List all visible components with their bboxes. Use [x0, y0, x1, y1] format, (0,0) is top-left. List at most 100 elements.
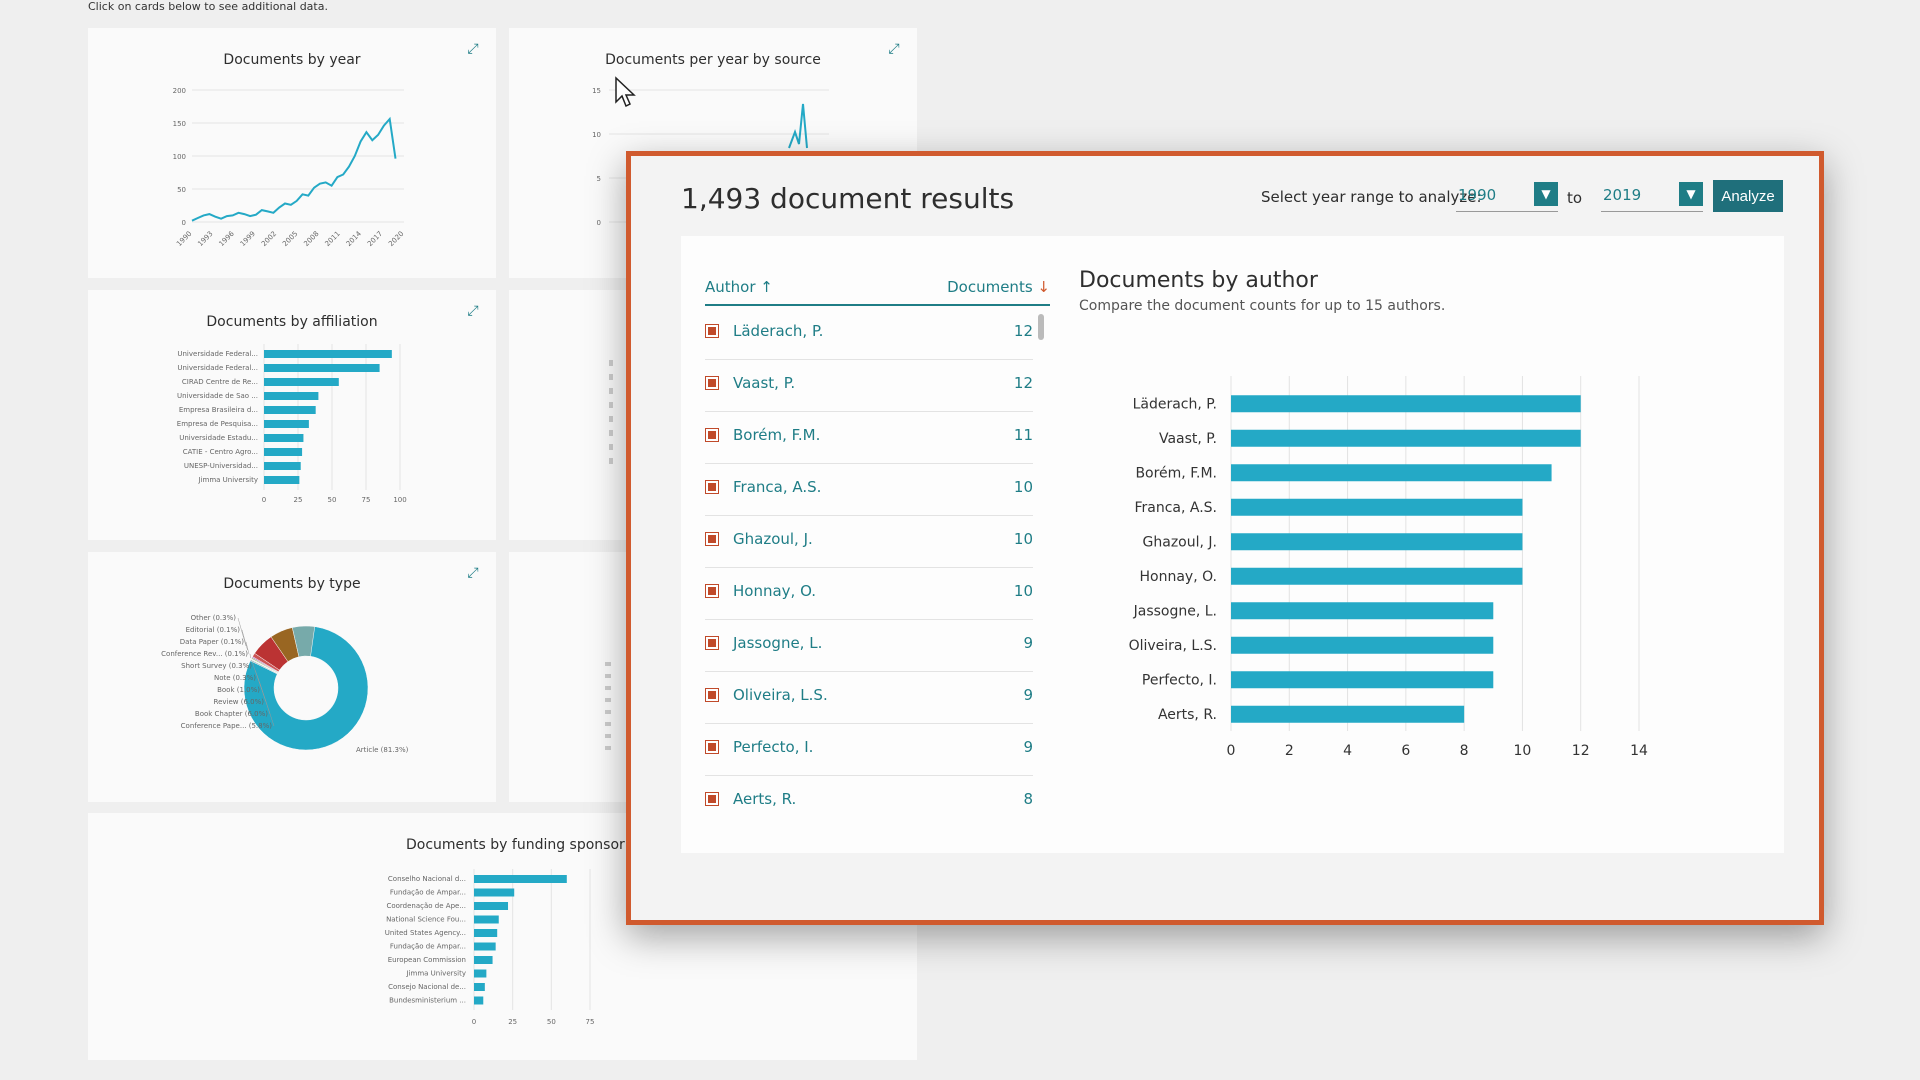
author-checkbox[interactable] — [705, 376, 719, 390]
author-list[interactable]: Läderach, P. 12 Vaast, P. 12 Borém, F.M.… — [705, 308, 1050, 808]
y-tick-label: UNESP-Universidad... — [184, 462, 258, 470]
author-count: 10 — [1013, 582, 1033, 600]
instruction-text: Click on cards below to see additional d… — [88, 0, 328, 13]
author-checkbox[interactable] — [705, 792, 719, 806]
partial-chart — [605, 662, 611, 750]
list-item[interactable]: Läderach, P. 12 — [705, 308, 1033, 360]
author-name-link[interactable]: Vaast, P. — [733, 374, 796, 392]
author-count: 10 — [1013, 478, 1033, 496]
list-item[interactable]: Ghazoul, J. 10 — [705, 516, 1033, 568]
list-item[interactable]: Aerts, R. 8 — [705, 776, 1033, 808]
author-count: 9 — [1023, 738, 1033, 756]
card-documents-by-year[interactable]: Documents by year ⤢ 200 150 100 50 0 1990 1993… — [88, 28, 496, 278]
x-tick-label: 75 — [586, 1018, 595, 1026]
expand-icon[interactable]: ⤢ — [467, 565, 479, 581]
bar — [1231, 429, 1581, 447]
y-tick-label: 10 — [592, 131, 601, 139]
author-name-link[interactable]: Oliveira, L.S. — [733, 686, 828, 704]
bar — [1231, 567, 1523, 585]
chart-subtitle: Compare the document counts for up to 15… — [1079, 298, 1446, 314]
type-donut-chart: Other (0.3%) Editorial (0.1%) Data Paper (… — [161, 614, 408, 754]
slice-label: Short Survey (0.3%) — [181, 662, 252, 670]
mouse-cursor-icon — [615, 76, 636, 108]
sponsor-bar-chart: 0 25 50 75 Conselho Nacional d... Fundação de… — [385, 869, 595, 1026]
card-documents-by-affiliation[interactable]: Documents by affiliation ⤢ 0 25 50 75 100 Uni… — [88, 290, 496, 540]
x-tick-label: 75 — [362, 496, 371, 504]
author-name-link[interactable]: Honnay, O. — [733, 582, 817, 600]
list-item[interactable]: Franca, A.S. 10 — [705, 464, 1033, 516]
x-tick-label: 10 — [1514, 743, 1532, 759]
author-checkbox[interactable] — [705, 532, 719, 546]
bar — [264, 378, 339, 386]
author-checkbox[interactable] — [705, 480, 719, 494]
to-year-select[interactable]: 2019 ▼ — [1601, 180, 1703, 212]
author-column-label: Author — [705, 278, 756, 296]
author-checkbox[interactable] — [705, 584, 719, 598]
scroll-thumb[interactable] — [1038, 314, 1044, 340]
from-year-select[interactable]: 1990 ▼ — [1456, 180, 1558, 212]
list-item[interactable]: Jassogne, L. 9 — [705, 620, 1033, 672]
year-line-chart: 200 150 100 50 0 1990 1993 1996 1999 2002 2005 2008… — [173, 87, 406, 248]
author-name-link[interactable]: Jassogne, L. — [733, 634, 823, 652]
to-year-value: 2019 — [1603, 186, 1642, 204]
expand-icon[interactable]: ⤢ — [888, 41, 900, 57]
author-checkbox[interactable] — [705, 324, 719, 338]
card-title: Documents per year by source — [605, 52, 821, 68]
sort-by-author[interactable]: Author ↑ — [705, 278, 773, 296]
slice-label: Book (1.0%) — [217, 686, 260, 694]
author-name-link[interactable]: Aerts, R. — [733, 790, 797, 808]
x-tick-label: 25 — [508, 1018, 517, 1026]
results-title: 1,493 document results — [681, 182, 1015, 215]
bar — [474, 902, 509, 910]
author-name-link[interactable]: Franca, A.S. — [733, 478, 822, 496]
card-documents-by-type[interactable]: Documents by type ⤢ Other (0.3%) Editoria… — [88, 552, 496, 802]
y-tick-label: Bundesministerium ... — [389, 997, 466, 1005]
bar — [1231, 636, 1494, 654]
x-tick-label: 4 — [1343, 743, 1352, 759]
x-tick-label: 50 — [328, 496, 337, 504]
expand-icon[interactable]: ⤢ — [467, 41, 479, 57]
y-tick-label: Conselho Nacional d... — [388, 875, 466, 883]
partial-bar — [609, 458, 613, 464]
author-name-link[interactable]: Perfecto, I. — [733, 738, 814, 756]
x-tick-label: 8 — [1460, 743, 1469, 759]
list-item[interactable]: Honnay, O. 10 — [705, 568, 1033, 620]
chevron-down-icon[interactable]: ▼ — [1534, 182, 1558, 206]
author-checkbox[interactable] — [705, 428, 719, 442]
y-tick-label: Universidade Federal... — [177, 350, 258, 358]
leader-line — [245, 641, 250, 655]
list-item[interactable]: Perfecto, I. 9 — [705, 724, 1033, 776]
x-tick-label: 1999 — [239, 230, 257, 248]
list-item[interactable]: Oliveira, L.S. 9 — [705, 672, 1033, 724]
x-tick-label: 14 — [1630, 743, 1648, 759]
partial-bar — [605, 674, 611, 678]
y-tick-label: 200 — [173, 87, 186, 95]
analyze-button[interactable]: Analyze — [1713, 180, 1783, 212]
author-name-link[interactable]: Läderach, P. — [733, 322, 824, 340]
author-name-link[interactable]: Borém, F.M. — [733, 426, 821, 444]
bar — [1231, 498, 1523, 516]
arrow-up-icon: ↑ — [760, 278, 773, 296]
x-tick-label: 12 — [1572, 743, 1590, 759]
list-item[interactable]: Vaast, P. 12 — [705, 360, 1033, 412]
slice-label: Conference Pape... (5.8%) — [181, 722, 273, 730]
list-scrollbar[interactable] — [1038, 308, 1046, 808]
bar — [264, 420, 309, 428]
x-tick-label: 6 — [1401, 743, 1410, 759]
year-range-label: Select year range to analyze: — [1261, 188, 1482, 206]
author-checkbox[interactable] — [705, 740, 719, 754]
sort-by-documents[interactable]: Documents ↓ — [947, 278, 1050, 296]
author-checkbox[interactable] — [705, 636, 719, 650]
arrow-down-icon: ↓ — [1037, 278, 1050, 296]
author-checkbox[interactable] — [705, 688, 719, 702]
partial-bar — [605, 734, 611, 738]
partial-bar — [609, 444, 613, 450]
list-item[interactable]: Borém, F.M. 11 — [705, 412, 1033, 464]
y-tick-label: 150 — [173, 120, 186, 128]
expand-icon[interactable]: ⤢ — [467, 303, 479, 319]
author-name-link[interactable]: Ghazoul, J. — [733, 530, 813, 548]
y-tick-label: Universidade de Sao ... — [177, 392, 258, 400]
partial-bar — [605, 662, 611, 666]
chevron-down-icon[interactable]: ▼ — [1679, 182, 1703, 206]
y-tick-label: Perfecto, I. — [1142, 672, 1217, 688]
